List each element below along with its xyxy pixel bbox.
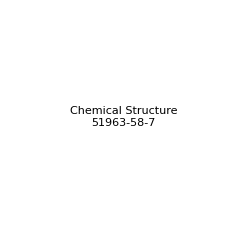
Text: Chemical Structure
51963-58-7: Chemical Structure 51963-58-7 xyxy=(70,106,177,128)
